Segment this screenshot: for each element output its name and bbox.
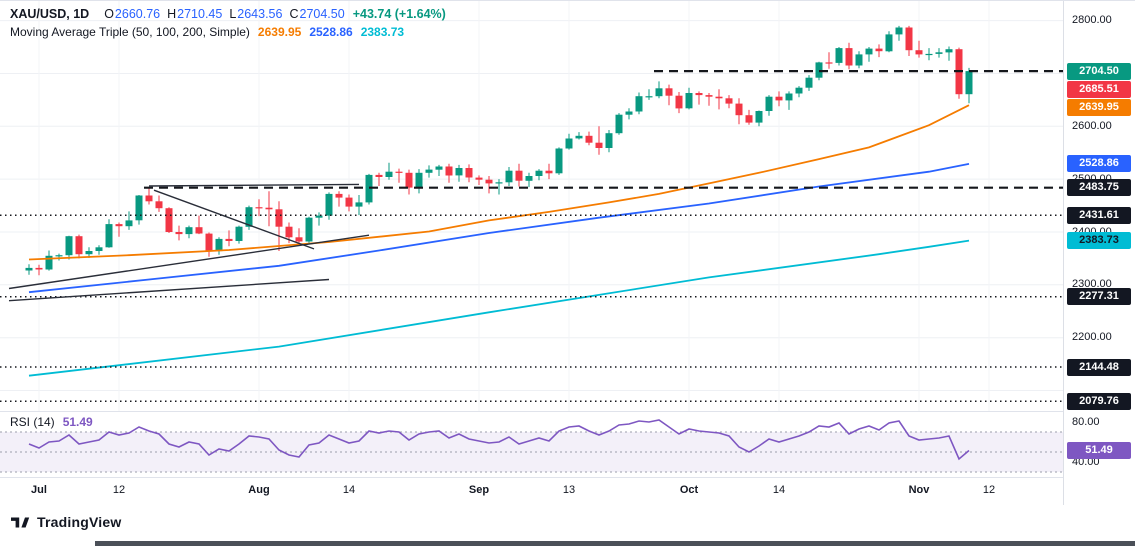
time-label: Nov (908, 484, 930, 496)
time-label: 13 (562, 484, 576, 496)
ohlc-values: O2660.76 H2710.45 L2643.56 C2704.50 (97, 7, 345, 21)
price-label: 2639.95 (1067, 98, 1131, 116)
price-pane[interactable] (0, 1, 1063, 411)
price-label: 2685.51 (1067, 80, 1131, 98)
time-label: 14 (342, 484, 356, 496)
ohlc-key: O (104, 7, 114, 21)
ma-value: 2639.95 (257, 25, 302, 39)
price-axis[interactable]: 2800.002600.002500.002400.002300.002200.… (1063, 1, 1135, 505)
time-label: 12 (112, 484, 126, 496)
price-tick: 2200.00 (1072, 331, 1112, 344)
tradingview-logo-icon[interactable] (10, 515, 30, 530)
time-label: 14 (772, 484, 786, 496)
time-label: Aug (248, 484, 270, 496)
price-label: 2144.48 (1067, 358, 1131, 376)
ohlc-value: 2710.45 (177, 7, 223, 21)
ma-value: 2528.86 (309, 25, 353, 39)
price-label: 2277.31 (1067, 288, 1131, 306)
price-tick: 2600.00 (1072, 119, 1112, 132)
symbol-title[interactable]: XAU/USD, 1D (10, 7, 90, 21)
time-label: Sep (468, 484, 490, 496)
symbol-legend: XAU/USD, 1D O2660.76 H2710.45 L2643.56 C2704… (10, 7, 446, 21)
price-label: 2483.75 (1067, 179, 1131, 197)
rsi-legend-title: RSI (14) (10, 415, 55, 429)
ohlc-value: 2704.50 (299, 7, 345, 21)
time-label: Jul (31, 484, 47, 496)
ma-value: 2383.73 (360, 25, 405, 39)
ma-legend[interactable]: Moving Average Triple (50, 100, 200, Sim… (10, 25, 404, 39)
rsi-tick: 80.00 (1072, 415, 1100, 428)
pane-separator[interactable] (0, 411, 1135, 412)
rsi-legend-value: 51.49 (62, 415, 93, 429)
ohlc-key: L (229, 7, 237, 21)
price-label: 2383.73 (1067, 232, 1131, 250)
rsi-value-label: 51.49 (1067, 442, 1131, 459)
price-tick: 2300.00 (1072, 278, 1112, 291)
rsi-legend[interactable]: RSI (14) 51.49 (10, 415, 93, 429)
ma-legend-values: 2639.95 2528.86 2383.73 (250, 25, 404, 39)
time-label: 12 (982, 484, 996, 496)
price-label: 2431.61 (1067, 206, 1131, 224)
price-tick: 2800.00 (1072, 14, 1112, 27)
price-label: 2079.76 (1067, 392, 1131, 410)
ohlc-key: H (167, 7, 177, 21)
rsi-pane[interactable] (0, 411, 1063, 477)
ma-legend-title: Moving Average Triple (50, 100, 200, Sim… (10, 25, 250, 39)
price-change: +43.74 (+1.64%) (352, 7, 446, 21)
ohlc-value: 2643.56 (237, 7, 283, 21)
footer: TradingView (10, 514, 121, 530)
ohlc-key: C (289, 7, 299, 21)
ohlc-value: 2660.76 (114, 7, 161, 21)
price-label: 2704.50 (1067, 62, 1131, 80)
price-label: 2528.86 (1067, 155, 1131, 173)
tradingview-brand-text[interactable]: TradingView (37, 514, 122, 530)
time-axis-separator (0, 477, 1135, 478)
bottom-bar (95, 541, 1135, 546)
time-label: Oct (679, 484, 699, 496)
time-axis[interactable]: Jul 12 Aug 14 Sep 13 Oct 14 Nov 12 (0, 477, 1063, 505)
